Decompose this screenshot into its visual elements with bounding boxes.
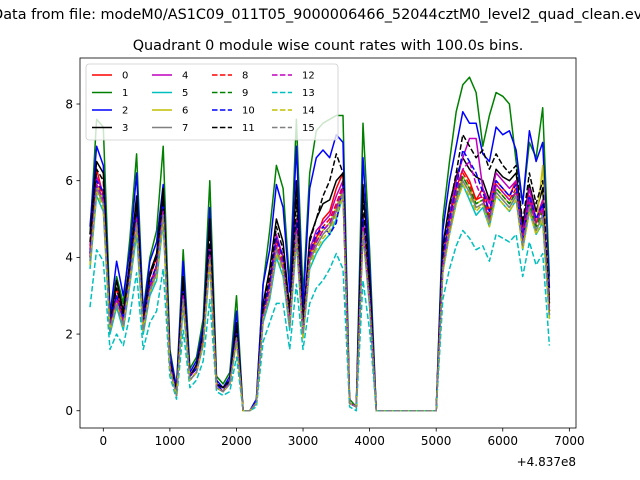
series-line-15 (89, 179, 551, 412)
plot-series (89, 76, 551, 412)
legend-label: 7 (182, 123, 188, 134)
y-tick-label: 0 (65, 404, 73, 418)
x-tick-label: 4000 (354, 434, 385, 448)
series-line-13 (89, 229, 551, 412)
legend-label: 4 (182, 71, 188, 82)
legend-label: 15 (302, 123, 315, 134)
legend-label: 5 (182, 88, 188, 99)
x-tick-label: 1000 (155, 434, 186, 448)
axes-frame (79, 57, 577, 429)
series-line-11 (89, 133, 551, 412)
y-tick-label: 2 (65, 327, 73, 341)
legend-frame (85, 63, 339, 141)
y-axis: 0 2 4 6 8 (65, 97, 80, 418)
x-tick-label: 2000 (221, 434, 252, 448)
y-tick-label: 8 (65, 97, 73, 111)
legend-label: 12 (302, 71, 315, 82)
legend-label: 1 (122, 88, 128, 99)
legend-label: 6 (182, 106, 188, 117)
x-tick-label: 7000 (554, 434, 585, 448)
legend-label: 10 (242, 106, 255, 117)
x-tick-label: 5000 (421, 434, 452, 448)
legend-label: 11 (242, 123, 255, 134)
legend-label: 8 (242, 71, 248, 82)
legend-label: 2 (122, 106, 128, 117)
legend-label: 14 (302, 106, 315, 117)
legend-label: 13 (302, 88, 315, 99)
y-tick-label: 6 (65, 174, 73, 188)
legend-label: 3 (122, 123, 128, 134)
x-axis: 0 1000 2000 3000 4000 5000 6000 7000 (99, 428, 585, 448)
x-tick-label: 0 (99, 434, 107, 448)
y-tick-label: 4 (65, 251, 73, 265)
x-axis-offset-label: +4.837e8 (517, 455, 576, 469)
legend-label: 0 (122, 71, 128, 82)
x-tick-label: 6000 (487, 434, 518, 448)
chart-title: Quadrant 0 module wise count rates with … (133, 38, 524, 54)
legend-label: 9 (242, 88, 248, 99)
figure-suptitle: Data from file: modeM0/AS1C09_011T05_900… (0, 7, 640, 23)
series-line-10 (89, 149, 551, 412)
x-tick-label: 3000 (288, 434, 319, 448)
